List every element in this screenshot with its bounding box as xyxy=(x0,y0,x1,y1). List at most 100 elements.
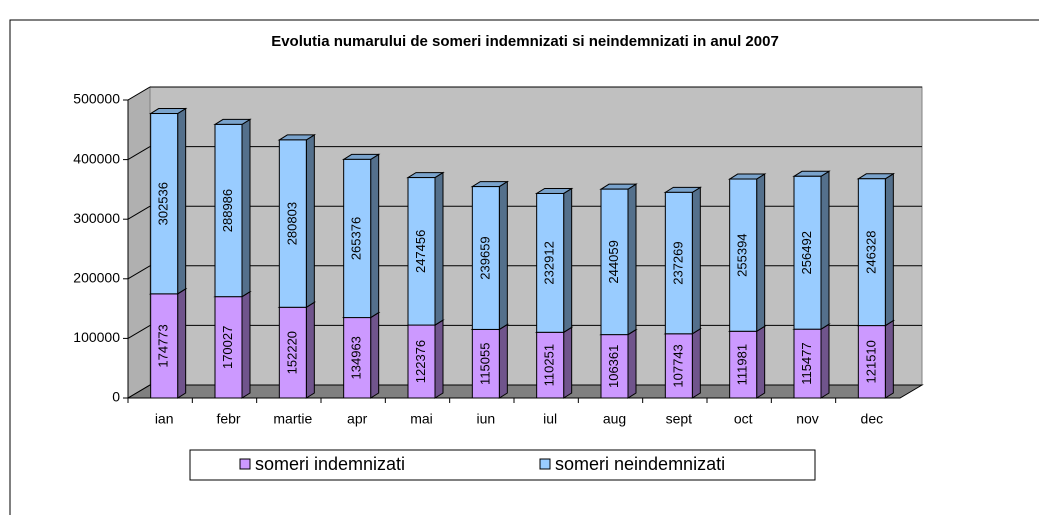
grid-line xyxy=(127,86,151,101)
grid-line xyxy=(127,324,151,339)
value-label: 111981 xyxy=(735,344,750,385)
bar xyxy=(407,177,436,326)
bar-side xyxy=(370,311,380,399)
bar-side xyxy=(305,134,315,309)
legend-label: someri neindemnizati xyxy=(555,454,725,474)
value-label: 244059 xyxy=(606,240,621,283)
value-label: 232912 xyxy=(542,241,557,284)
bar-side xyxy=(627,183,637,336)
grid-line xyxy=(127,146,151,161)
bar xyxy=(343,158,372,319)
value-label: 115477 xyxy=(799,342,814,384)
bar-side xyxy=(884,319,894,399)
bar-side xyxy=(691,327,701,399)
bar-side xyxy=(434,171,444,326)
bar-side xyxy=(563,326,573,399)
bar-side xyxy=(756,325,766,399)
value-label: 302536 xyxy=(156,182,171,225)
bar xyxy=(600,334,629,399)
bar-side xyxy=(241,118,251,298)
bar xyxy=(793,175,822,330)
side-wall xyxy=(127,86,151,399)
bar-side xyxy=(498,323,508,399)
value-label: 122376 xyxy=(413,340,428,383)
bar-side xyxy=(563,187,573,334)
bar xyxy=(278,306,307,399)
bar-side xyxy=(434,319,444,399)
y-tick-label: 500000 xyxy=(73,91,120,107)
bar xyxy=(214,123,243,298)
grid-line xyxy=(127,205,151,220)
bar-side xyxy=(177,107,187,295)
x-tick-label: oct xyxy=(734,411,753,427)
x-tick-label: iul xyxy=(543,411,557,427)
bar xyxy=(536,331,565,399)
x-tick-label: nov xyxy=(796,411,819,427)
grid-line xyxy=(127,384,151,399)
grid-line xyxy=(127,265,151,280)
y-tick-label: 300000 xyxy=(73,210,120,226)
value-label: 152220 xyxy=(284,331,299,374)
bar-side xyxy=(820,170,830,331)
bar xyxy=(857,325,886,399)
x-tick-label: aug xyxy=(603,411,626,427)
bar xyxy=(664,191,693,335)
x-tick-label: martie xyxy=(273,411,312,427)
value-label: 121510 xyxy=(863,340,878,383)
bar xyxy=(407,324,436,399)
value-label: 247456 xyxy=(413,230,428,273)
bar xyxy=(729,178,758,332)
legend-swatch xyxy=(239,458,251,470)
value-label: 107743 xyxy=(670,344,685,387)
x-tick-label: febr xyxy=(216,411,240,427)
bar xyxy=(729,330,758,399)
chart-title: Evolutia numarului de someri indemnizati… xyxy=(271,33,779,50)
value-label: 256492 xyxy=(799,231,814,274)
value-label: 106361 xyxy=(606,345,621,388)
bar-side xyxy=(305,301,315,399)
bar-side xyxy=(177,287,187,399)
value-label: 265376 xyxy=(349,217,364,260)
bar-side xyxy=(884,172,894,327)
y-tick-label: 100000 xyxy=(73,329,120,345)
bar xyxy=(278,139,307,308)
bar-side xyxy=(820,323,830,399)
bar xyxy=(343,317,372,399)
x-tick-label: ian xyxy=(155,411,174,427)
value-label: 115055 xyxy=(477,343,492,385)
bar-side xyxy=(756,173,766,333)
bar xyxy=(150,113,179,295)
x-tick-label: iun xyxy=(476,411,495,427)
value-label: 134963 xyxy=(349,336,364,379)
x-tick-label: mai xyxy=(410,411,433,427)
x-tick-label: sept xyxy=(666,411,693,427)
bar xyxy=(600,188,629,336)
y-tick-label: 200000 xyxy=(73,270,120,286)
value-label: 246328 xyxy=(863,230,878,273)
legend xyxy=(189,449,816,481)
x-tick-label: dec xyxy=(861,411,884,427)
bar xyxy=(857,178,886,327)
bar-side xyxy=(691,186,701,335)
bar-side xyxy=(370,153,380,319)
value-label: 170027 xyxy=(220,326,235,369)
bar xyxy=(471,328,500,399)
value-label: 288986 xyxy=(220,189,235,232)
bar xyxy=(214,296,243,399)
bar xyxy=(471,186,500,330)
bar-side xyxy=(241,290,251,399)
legend-label: someri indemnizati xyxy=(255,454,405,474)
bar xyxy=(536,192,565,333)
y-tick-label: 0 xyxy=(112,389,120,405)
value-label: 239659 xyxy=(477,236,492,279)
y-tick-label: 400000 xyxy=(73,150,120,166)
x-tick-label: apr xyxy=(347,411,368,427)
value-label: 255394 xyxy=(735,233,750,276)
bar-side xyxy=(627,328,637,399)
value-label: 237269 xyxy=(670,241,685,284)
value-label: 110251 xyxy=(542,344,557,386)
legend-swatch xyxy=(539,458,551,470)
value-label: 174773 xyxy=(156,324,171,367)
bar-side xyxy=(498,180,508,331)
